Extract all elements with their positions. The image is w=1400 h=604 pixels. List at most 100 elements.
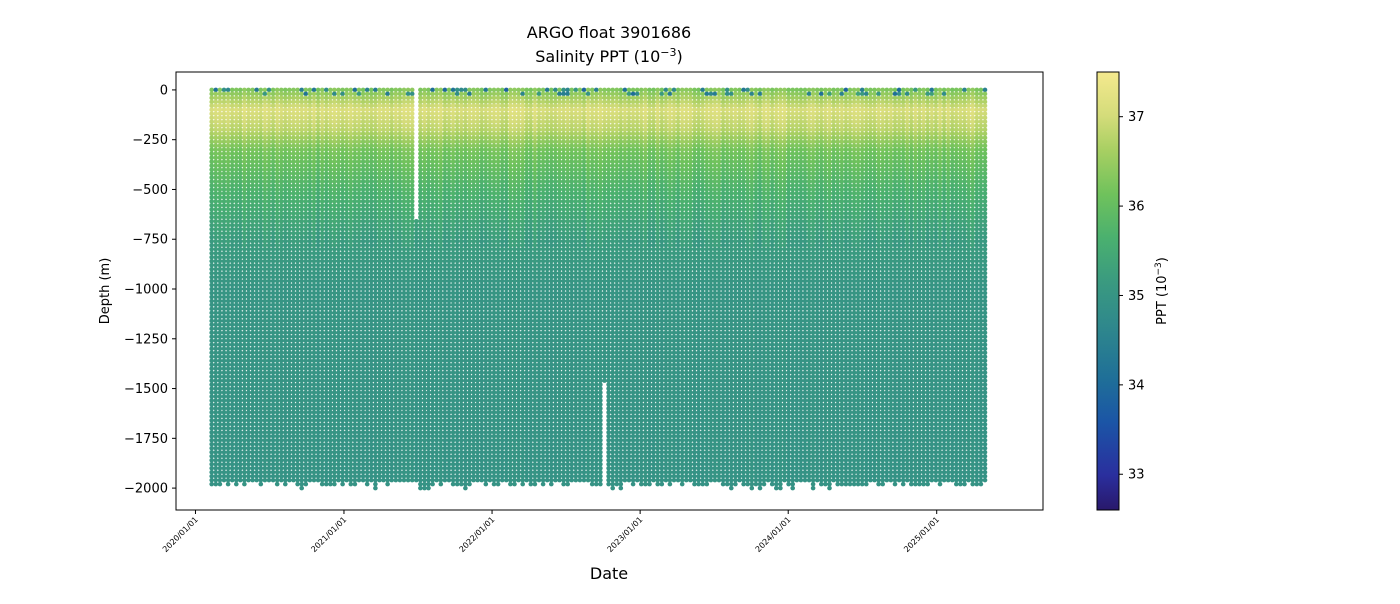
data-point (393, 131, 399, 136)
data-point (324, 131, 329, 136)
data-point (319, 481, 325, 487)
data-point (356, 191, 362, 196)
data-point (332, 386, 337, 391)
data-point (234, 450, 239, 455)
data-point (340, 147, 345, 152)
data-point (340, 139, 345, 144)
data-point (340, 135, 345, 140)
data-point (344, 390, 350, 395)
data-point (287, 394, 292, 399)
data-point (291, 103, 296, 109)
data-point (291, 191, 296, 196)
data-point (328, 346, 333, 352)
data-point (291, 246, 296, 252)
data-point (303, 282, 309, 288)
data-point (340, 453, 345, 459)
data-point (373, 195, 378, 200)
data-point (352, 310, 358, 316)
data-point (336, 187, 341, 192)
data-point (405, 262, 411, 268)
data-point (242, 398, 247, 403)
data-point (373, 278, 378, 284)
data-point (315, 91, 321, 97)
data-point (373, 326, 378, 332)
data-point (344, 446, 350, 451)
data-point (246, 167, 251, 172)
data-point (405, 302, 411, 308)
data-point (315, 418, 321, 423)
data-point (246, 234, 251, 240)
data-point (229, 207, 235, 212)
data-point (369, 461, 374, 467)
data-point (250, 477, 255, 483)
data-point (279, 91, 284, 97)
data-point (258, 290, 264, 296)
data-point (307, 211, 313, 216)
data-point (385, 159, 390, 164)
data-point (373, 457, 378, 463)
data-point (336, 246, 341, 252)
data-point (229, 426, 235, 431)
data-point (254, 362, 259, 368)
data-point (344, 286, 350, 292)
data-point (279, 211, 284, 216)
data-point (270, 159, 276, 164)
data-point (303, 346, 309, 352)
data-point (225, 87, 231, 93)
data-point (364, 250, 370, 256)
data-point (283, 211, 288, 216)
data-point (340, 469, 345, 475)
data-point (381, 270, 386, 276)
data-point (348, 418, 354, 423)
data-point (221, 362, 227, 368)
data-point (315, 398, 321, 403)
data-point (328, 378, 333, 383)
data-point (385, 290, 390, 296)
data-point (279, 406, 284, 411)
data-point (299, 434, 305, 439)
data-point (279, 127, 284, 132)
data-point (319, 406, 325, 411)
data-point (348, 107, 354, 113)
data-point (385, 103, 390, 109)
data-point (283, 334, 288, 340)
data-point (328, 290, 333, 296)
data-point (381, 282, 386, 288)
data-point (291, 290, 296, 296)
data-point (324, 298, 329, 304)
data-point (250, 366, 255, 371)
data-point (324, 139, 329, 144)
data-point (299, 203, 305, 208)
data-point (283, 426, 288, 431)
data-point (234, 159, 239, 164)
data-point (246, 342, 251, 348)
data-point (258, 207, 264, 212)
data-point (221, 450, 227, 455)
data-point (242, 187, 247, 192)
data-point (229, 314, 235, 320)
data-point (299, 155, 305, 160)
data-point (258, 469, 264, 475)
data-point (270, 414, 276, 419)
data-point (401, 350, 407, 356)
data-point (229, 302, 235, 308)
data-point (393, 402, 399, 407)
data-point (344, 87, 350, 93)
data-point (324, 362, 329, 368)
data-point (352, 119, 358, 125)
data-point (221, 473, 227, 479)
data-point (234, 398, 239, 403)
data-point (291, 167, 296, 172)
data-point (217, 302, 223, 308)
data-point (295, 310, 300, 316)
data-point (385, 334, 390, 340)
data-point (397, 326, 403, 332)
data-point (369, 414, 374, 419)
data-point (221, 461, 227, 467)
data-point (221, 183, 227, 188)
data-point (348, 473, 354, 479)
data-point (364, 211, 370, 216)
data-point (213, 171, 219, 176)
data-point (291, 382, 296, 387)
data-point (356, 171, 362, 176)
